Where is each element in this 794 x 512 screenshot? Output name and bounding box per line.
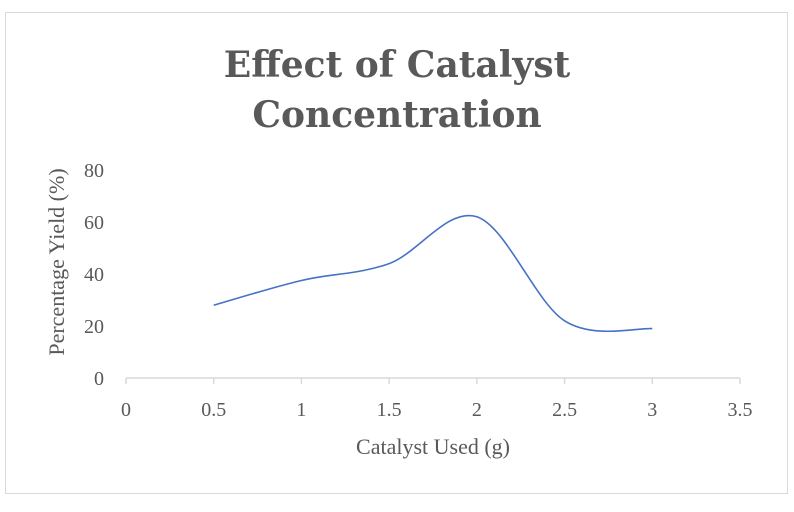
x-tick-label: 0.5	[201, 399, 226, 421]
x-tick-label: 0	[121, 399, 131, 421]
y-tick-label: 0	[94, 368, 104, 390]
y-tick-label: 40	[84, 264, 104, 286]
x-tick-label: 1.5	[377, 399, 402, 421]
x-axis-label: Catalyst Used (g)	[356, 434, 510, 459]
x-tick-label: 1	[296, 399, 306, 421]
y-tick-labels: 0 20 40 60 80	[84, 160, 104, 390]
series-group	[213, 214, 653, 333]
y-tick-label: 20	[84, 316, 104, 338]
series-line	[213, 214, 653, 333]
x-tick-marks	[125, 378, 741, 384]
x-tick-label: 3	[647, 399, 657, 421]
y-tick-label: 80	[84, 160, 104, 182]
chart-frame	[5, 12, 788, 494]
x-tick-label: 3.5	[728, 399, 753, 421]
y-tick-label: 60	[84, 212, 104, 234]
x-tick-label: 2	[472, 399, 482, 421]
chart-title: Effect of Catalyst Concentration	[0, 40, 794, 140]
y-axis-label: Percentage Yield (%)	[44, 168, 69, 355]
x-tick-labels: 0 0.5 1 1.5 2 2.5 3 3.5	[121, 399, 753, 421]
x-tick-label: 2.5	[552, 399, 577, 421]
chart-title-line-2: Concentration	[252, 94, 542, 136]
chart-title-line-1: Effect of Catalyst	[223, 44, 571, 86]
